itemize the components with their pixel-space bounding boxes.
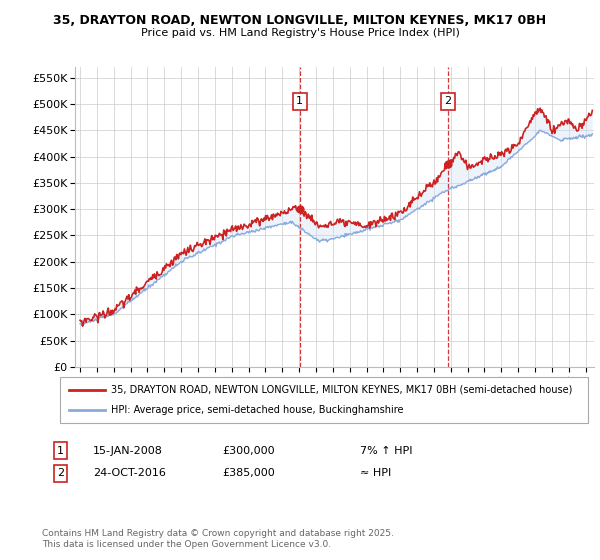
Text: 35, DRAYTON ROAD, NEWTON LONGVILLE, MILTON KEYNES, MK17 0BH: 35, DRAYTON ROAD, NEWTON LONGVILLE, MILT… [53, 14, 547, 27]
Text: 35, DRAYTON ROAD, NEWTON LONGVILLE, MILTON KEYNES, MK17 0BH (semi-detached house: 35, DRAYTON ROAD, NEWTON LONGVILLE, MILT… [111, 385, 572, 395]
Text: 7% ↑ HPI: 7% ↑ HPI [360, 446, 413, 456]
Text: ≈ HPI: ≈ HPI [360, 468, 391, 478]
Text: 15-JAN-2008: 15-JAN-2008 [93, 446, 163, 456]
Text: 2: 2 [57, 468, 64, 478]
Text: Contains HM Land Registry data © Crown copyright and database right 2025.
This d: Contains HM Land Registry data © Crown c… [42, 529, 394, 549]
Text: £385,000: £385,000 [222, 468, 275, 478]
Text: HPI: Average price, semi-detached house, Buckinghamshire: HPI: Average price, semi-detached house,… [111, 405, 404, 415]
Text: 1: 1 [57, 446, 64, 456]
Text: 1: 1 [296, 96, 303, 106]
Text: Price paid vs. HM Land Registry's House Price Index (HPI): Price paid vs. HM Land Registry's House … [140, 28, 460, 38]
Text: 2: 2 [444, 96, 451, 106]
Text: 24-OCT-2016: 24-OCT-2016 [93, 468, 166, 478]
Text: £300,000: £300,000 [222, 446, 275, 456]
